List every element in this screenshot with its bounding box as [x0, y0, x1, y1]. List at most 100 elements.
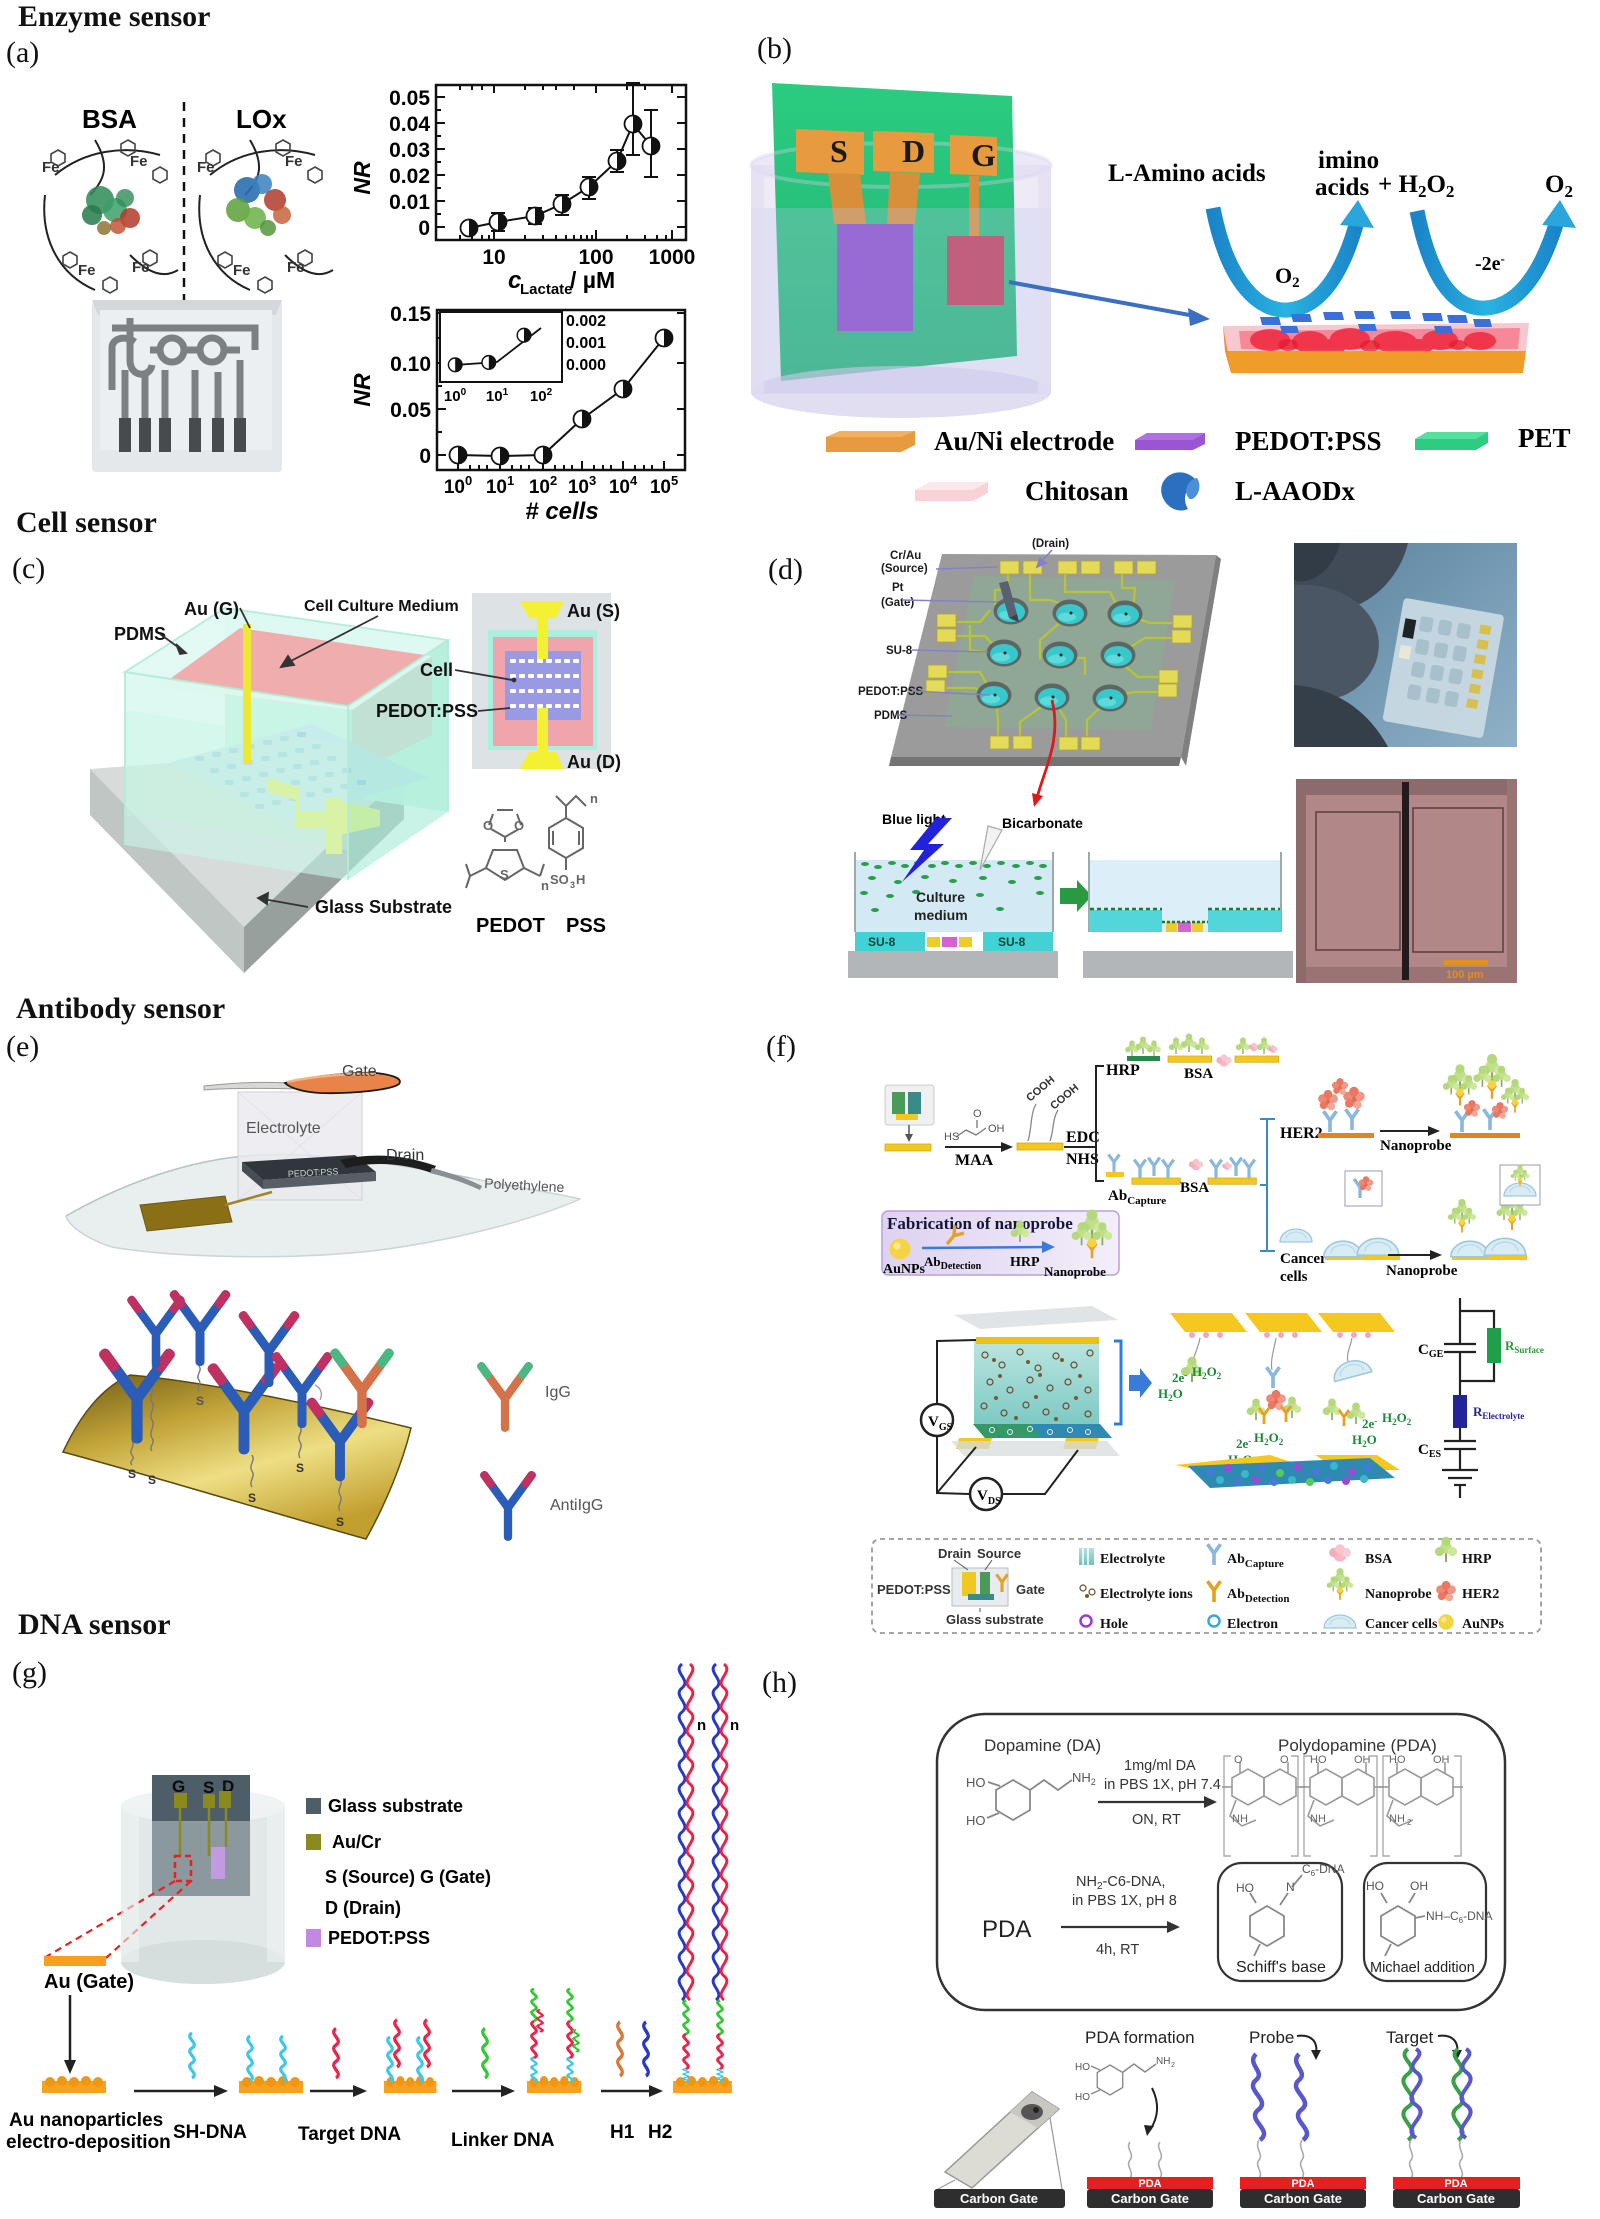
svg-text:HO: HO — [1310, 1754, 1327, 1766]
svg-text:Drain: Drain — [938, 1546, 971, 1561]
svg-text:HO: HO — [1075, 2092, 1090, 2103]
svg-text:HRP: HRP — [1462, 1552, 1492, 1567]
svg-text:O: O — [973, 1108, 982, 1120]
svg-text:Glass Substrate: Glass Substrate — [315, 897, 452, 917]
svg-text:O2: O2 — [1545, 171, 1573, 201]
svg-text:acids: acids — [1315, 174, 1369, 201]
svg-text:Carbon Gate: Carbon Gate — [1264, 2191, 1342, 2206]
svg-text:Polydopamine (PDA): Polydopamine (PDA) — [1278, 1736, 1437, 1755]
svg-text:+ H2O2: + H2O2 — [1378, 171, 1454, 201]
svg-text:PEDOT:PSS: PEDOT:PSS — [877, 1582, 951, 1597]
svg-text:2: 2 — [1171, 2062, 1175, 2069]
svg-text:RSurface: RSurface — [1505, 1338, 1544, 1355]
svg-text:0.03: 0.03 — [389, 139, 430, 162]
svg-text:imino: imino — [1318, 147, 1379, 174]
svg-text:Chitosan: Chitosan — [1025, 476, 1129, 506]
svg-text:100 µm: 100 µm — [1446, 969, 1484, 981]
svg-text:PEDOT:PSS: PEDOT:PSS — [1235, 426, 1382, 456]
svg-text:AbCapture: AbCapture — [1227, 1552, 1284, 1570]
svg-text:2e-: 2e- — [1172, 1370, 1187, 1385]
svg-text:H2O2: H2O2 — [1254, 1430, 1284, 1447]
svg-text:0: 0 — [418, 217, 430, 240]
svg-text:Electrolyte: Electrolyte — [246, 1120, 321, 1137]
svg-text:Fabrication of nanoprobe: Fabrication of nanoprobe — [887, 1214, 1073, 1233]
svg-text:HO: HO — [1075, 2062, 1090, 2073]
svg-text:PEDOT:PSS: PEDOT:PSS — [858, 686, 924, 698]
svg-text:102: 102 — [530, 387, 553, 405]
svg-text:in PBS 1X, pH 8: in PBS 1X, pH 8 — [1072, 1893, 1177, 1909]
svg-text:ON, RT: ON, RT — [1132, 1812, 1181, 1828]
svg-text:PEDOT:PSS: PEDOT:PSS — [328, 1928, 430, 1948]
svg-text:O: O — [483, 818, 493, 833]
svg-text:0.05: 0.05 — [389, 87, 430, 110]
svg-text:100: 100 — [578, 246, 613, 269]
svg-text:HO: HO — [966, 1813, 986, 1828]
svg-text:LOx: LOx — [236, 104, 287, 134]
svg-text:BSA: BSA — [82, 104, 137, 134]
svg-text:Fe: Fe — [132, 259, 150, 276]
svg-text:Nanoprobe: Nanoprobe — [1365, 1587, 1432, 1602]
svg-text:CGE: CGE — [1418, 1342, 1444, 1360]
svg-text:Blue light: Blue light — [882, 811, 946, 827]
svg-text:Electron: Electron — [1227, 1617, 1278, 1632]
svg-text:Linker DNA: Linker DNA — [451, 2130, 555, 2151]
svg-text:Au (S): Au (S) — [567, 601, 620, 621]
svg-text:Nanoprobe: Nanoprobe — [1044, 1264, 1106, 1279]
svg-text:NH: NH — [1156, 2056, 1170, 2067]
svg-text:101: 101 — [486, 387, 509, 405]
svg-text:PET: PET — [1518, 423, 1571, 453]
svg-text:Au/Ni electrode: Au/Ni electrode — [934, 426, 1114, 456]
svg-text:HRP: HRP — [1010, 1255, 1040, 1270]
svg-text:SU-8: SU-8 — [886, 645, 913, 657]
svg-text:cells: cells — [1280, 1269, 1308, 1285]
svg-text:PDMS: PDMS — [874, 710, 908, 722]
svg-text:Electrolyte ions: Electrolyte ions — [1100, 1587, 1193, 1602]
svg-text:O: O — [1234, 1754, 1243, 1766]
svg-text:HO: HO — [1389, 1754, 1406, 1766]
svg-text:PDA: PDA — [982, 1916, 1031, 1943]
svg-text:HO: HO — [966, 1775, 986, 1790]
svg-text:electro-deposition: electro-deposition — [6, 2132, 171, 2153]
svg-text:NR: NR — [349, 161, 375, 195]
svg-text:Source: Source — [977, 1546, 1021, 1561]
svg-text:0.05: 0.05 — [390, 399, 431, 422]
svg-text:BSA: BSA — [1184, 1066, 1213, 1082]
svg-text:Fe: Fe — [287, 259, 305, 276]
svg-text:S: S — [196, 1394, 204, 1408]
svg-text:Fe: Fe — [197, 159, 215, 176]
svg-text:Lactate: Lactate — [520, 281, 573, 298]
svg-text:Gate: Gate — [1016, 1582, 1045, 1597]
svg-text:H: H — [576, 872, 585, 887]
svg-text:SU-8: SU-8 — [868, 935, 896, 949]
svg-text:AuNPs: AuNPs — [1462, 1617, 1505, 1632]
svg-text:SH-DNA: SH-DNA — [173, 2122, 247, 2143]
svg-text:L-Amino acids: L-Amino acids — [1108, 160, 1266, 187]
svg-text:Nanoprobe: Nanoprobe — [1380, 1138, 1452, 1154]
svg-text:Cell Culture Medium: Cell Culture Medium — [304, 598, 459, 615]
svg-text:S: S — [296, 1461, 304, 1475]
svg-text:0.10: 0.10 — [390, 353, 431, 376]
svg-text:G: G — [971, 137, 996, 173]
svg-text:HO: HO — [1366, 1879, 1384, 1893]
svg-text:RElectrolyte: RElectrolyte — [1473, 1404, 1524, 1421]
svg-text:NH2-C6-DNA,: NH2-C6-DNA, — [1076, 1874, 1165, 1892]
svg-text:2: 2 — [1407, 1818, 1412, 1827]
svg-text:AuNPs: AuNPs — [883, 1262, 926, 1277]
svg-text:Fe: Fe — [285, 153, 303, 170]
svg-text:S: S — [128, 1467, 136, 1481]
svg-text:H2O: H2O — [1158, 1386, 1183, 1403]
svg-text:# cells: # cells — [525, 498, 598, 520]
svg-text:PDA formation: PDA formation — [1085, 2028, 1195, 2047]
svg-text:SU-8: SU-8 — [998, 935, 1026, 949]
svg-text:D (Drain): D (Drain) — [325, 1898, 401, 1918]
svg-text:0.000: 0.000 — [566, 357, 606, 374]
svg-text:n: n — [730, 1717, 739, 1734]
svg-text:Carbon Gate: Carbon Gate — [1417, 2191, 1495, 2206]
svg-text:AntiIgG: AntiIgG — [550, 1497, 603, 1514]
svg-text:104: 104 — [609, 473, 638, 498]
svg-text:EDC: EDC — [1066, 1129, 1100, 1146]
svg-text:NR: NR — [349, 373, 375, 407]
svg-text:Cancer: Cancer — [1280, 1251, 1327, 1267]
svg-text:Polyethylene: Polyethylene — [484, 1175, 565, 1195]
svg-text:HS: HS — [944, 1131, 959, 1143]
